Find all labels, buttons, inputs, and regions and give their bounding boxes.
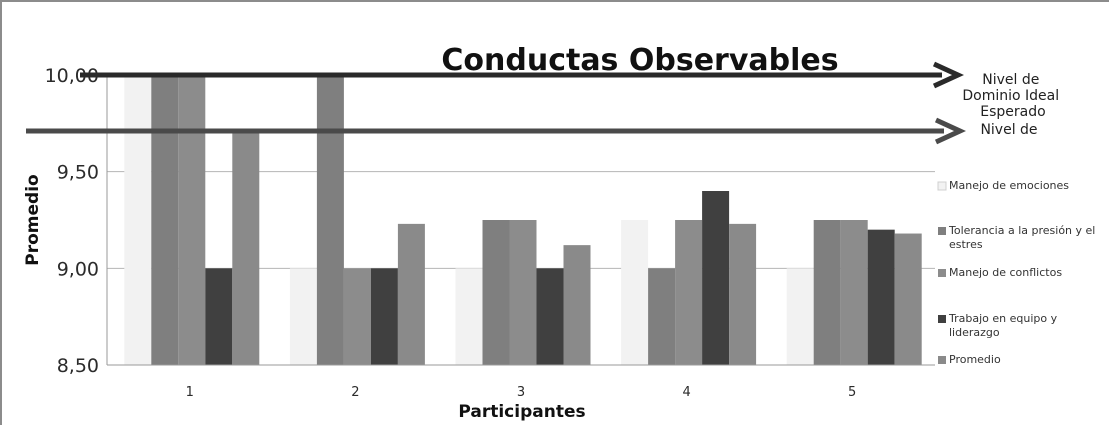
bar-4-cat-5 xyxy=(867,229,895,365)
ref-ideal-line3: Esperado xyxy=(980,104,1045,120)
bars xyxy=(124,75,922,365)
legend-swatch xyxy=(938,269,946,277)
y-tick-labels: 8,50 9,00 9,50 10,00 xyxy=(45,65,99,377)
ref-ideal-line1: Nivel de xyxy=(982,72,1039,88)
legend-label: Promedio xyxy=(949,353,1001,366)
x-tick-label: 1 xyxy=(186,385,194,400)
bar-4-cat-2 xyxy=(370,268,398,365)
legend-swatch xyxy=(937,181,947,191)
bar-3-cat-1 xyxy=(178,75,206,365)
x-axis-title: Participantes xyxy=(458,402,585,422)
x-tick-label: 3 xyxy=(517,385,525,400)
bar-1-cat-4 xyxy=(621,220,649,365)
legend-label-line: Tolerancia a la presión y el xyxy=(948,224,1095,237)
legend-swatch xyxy=(938,315,946,323)
y-tick-label: 8,50 xyxy=(57,355,99,377)
bar-5-cat-1 xyxy=(232,133,260,365)
bar-4-cat-3 xyxy=(536,268,564,365)
bar-1-cat-3 xyxy=(455,268,483,365)
legend-label: Trabajo en equipo y liderazgo xyxy=(948,312,1058,339)
y-tick-label: 9,50 xyxy=(57,162,99,184)
x-tick-label: 2 xyxy=(351,385,359,400)
bar-5-cat-4 xyxy=(729,223,757,365)
bar-5-cat-3 xyxy=(563,245,591,365)
bar-2-cat-1 xyxy=(151,75,179,365)
ref-ideal-line2: Dominio Ideal xyxy=(962,88,1059,104)
bar-1-cat-1 xyxy=(124,75,152,365)
x-tick-label: 4 xyxy=(682,385,690,400)
bar-2-cat-2 xyxy=(316,75,344,365)
chart-title: Conductas Observables xyxy=(441,43,838,78)
axes xyxy=(106,75,935,366)
reference-arrowhead xyxy=(932,61,965,89)
reference-label-ideal: Nivel de Dominio Ideal Esperado xyxy=(962,72,1063,120)
legend-label-line: estres xyxy=(949,238,983,251)
legend-label: Manejo de conflictos xyxy=(949,266,1062,279)
legend-label-line: Trabajo en equipo y xyxy=(948,312,1058,325)
reference-lines xyxy=(26,61,967,145)
y-axis-title: Promedio xyxy=(23,174,43,265)
bar-2-cat-4 xyxy=(648,268,676,365)
reference-arrowhead xyxy=(934,117,967,145)
bar-4-cat-4 xyxy=(702,191,730,365)
bar-3-cat-5 xyxy=(840,220,868,365)
bar-5-cat-5 xyxy=(894,233,922,365)
legend-swatch xyxy=(938,356,946,364)
x-tick-label: 5 xyxy=(848,385,856,400)
bar-3-cat-3 xyxy=(509,220,537,365)
bar-3-cat-4 xyxy=(675,220,703,365)
y-tick-label: 9,00 xyxy=(57,258,99,280)
reference-labels: Nivel de Dominio Ideal Esperado Nivel de xyxy=(962,72,1063,138)
legend-label-line: liderazgo xyxy=(949,326,1000,339)
bar-1-cat-5 xyxy=(786,268,814,365)
bar-4-cat-1 xyxy=(205,268,233,365)
bar-2-cat-5 xyxy=(813,220,841,365)
bar-5-cat-2 xyxy=(397,223,425,365)
bar-3-cat-2 xyxy=(343,268,371,365)
bar-2-cat-3 xyxy=(482,220,510,365)
reference-label-nivel: Nivel de xyxy=(980,122,1037,138)
x-tick-labels: 1 2 3 4 5 xyxy=(186,385,857,400)
legend-label: Tolerancia a la presión y el estres xyxy=(948,224,1095,251)
y-tick-label: 10,00 xyxy=(45,65,99,87)
bar-1-cat-2 xyxy=(289,268,317,365)
legend-label: Manejo de emociones xyxy=(949,179,1069,192)
legend: Manejo de emociones Tolerancia a la presi… xyxy=(937,179,1095,366)
legend-swatch xyxy=(938,227,946,235)
